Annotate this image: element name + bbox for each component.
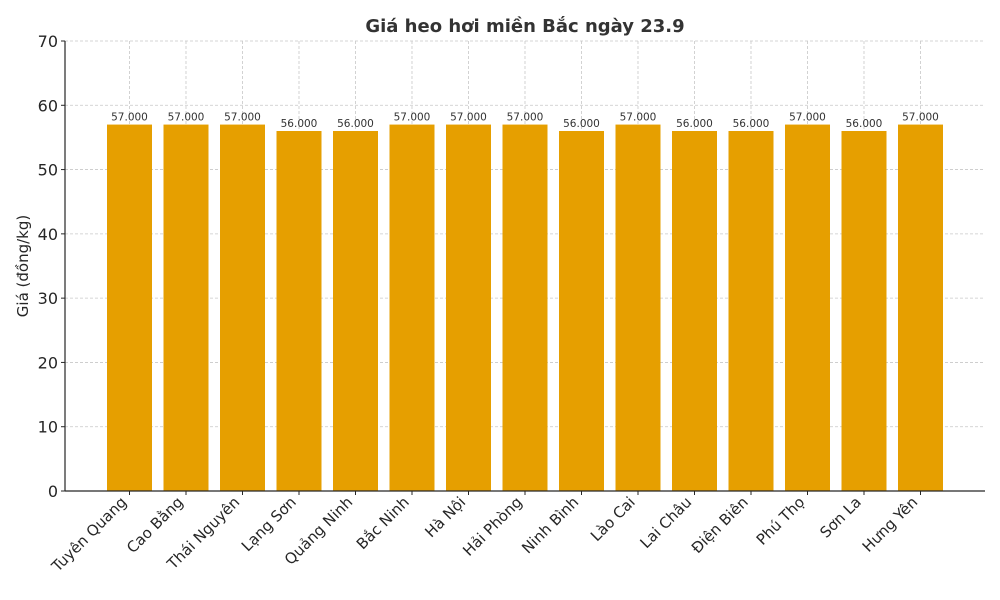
bar-value-label: 57.000 [224, 112, 261, 124]
bar [728, 131, 774, 491]
x-tick-label: Tuyên Quang [47, 493, 130, 576]
bar [502, 124, 548, 492]
bar-value-label: 57.000 [394, 112, 431, 124]
bar-value-label: 57.000 [902, 112, 939, 124]
bar [220, 124, 265, 492]
bar [276, 131, 322, 491]
y-axis-ticks: 0 10 20 30 40 50 60 70 [38, 32, 65, 501]
bar [615, 124, 661, 492]
x-tick-label: Bắc Ninh [353, 493, 413, 553]
bar-value-label: 56.000 [563, 118, 600, 130]
y-tick-label: 50 [38, 161, 58, 180]
bar [672, 131, 717, 491]
bar-value-label: 56.000 [281, 118, 318, 130]
bar-value-label: 56.000 [846, 118, 883, 130]
x-tick-label: Điện Biên [688, 493, 752, 557]
x-tick-label: Lai Châu [637, 493, 696, 552]
bar-value-label: 57.000 [507, 112, 544, 124]
y-tick-label: 0 [48, 482, 58, 501]
bar [446, 124, 491, 492]
y-tick-label: 40 [38, 225, 58, 244]
bars: 57.000 57.000 57.000 56.000 56.000 57.000 57.0… [107, 112, 943, 492]
x-tick-label: Phú Thọ [753, 493, 809, 549]
bar [898, 124, 943, 492]
x-tick-label: Lào Cai [587, 493, 639, 545]
bar-value-label: 57.000 [111, 112, 148, 124]
y-tick-label: 70 [38, 32, 58, 51]
bar-value-label: 57.000 [789, 112, 826, 124]
bar [559, 131, 604, 491]
bar [163, 124, 209, 492]
bar-value-label: 57.000 [168, 112, 205, 124]
x-tick-label: Hải Phòng [459, 493, 526, 560]
y-tick-label: 30 [38, 289, 58, 308]
bar-value-label: 56.000 [733, 118, 770, 130]
bar-value-label: 57.000 [620, 112, 657, 124]
y-tick-label: 20 [38, 353, 58, 372]
bar [389, 124, 435, 492]
x-tick-label: Hưng Yên [859, 493, 922, 556]
chart-title: Giá heo hơi miền Bắc ngày 23.9 [365, 16, 684, 37]
x-tick-label: Sơn La [816, 493, 864, 541]
bar-value-label: 56.000 [337, 118, 374, 130]
bar-value-label: 56.000 [676, 118, 713, 130]
bar [333, 131, 378, 491]
bar [785, 124, 830, 492]
x-tick-label: Ninh Bình [518, 493, 582, 557]
bar-value-label: 57.000 [450, 112, 487, 124]
y-axis-label: Giá (đồng/kg) [14, 215, 32, 317]
x-tick-label: Hà Nội [421, 493, 469, 541]
bar [107, 124, 152, 492]
y-tick-label: 60 [38, 96, 58, 115]
y-tick-label: 10 [38, 418, 58, 437]
bar [841, 131, 887, 491]
